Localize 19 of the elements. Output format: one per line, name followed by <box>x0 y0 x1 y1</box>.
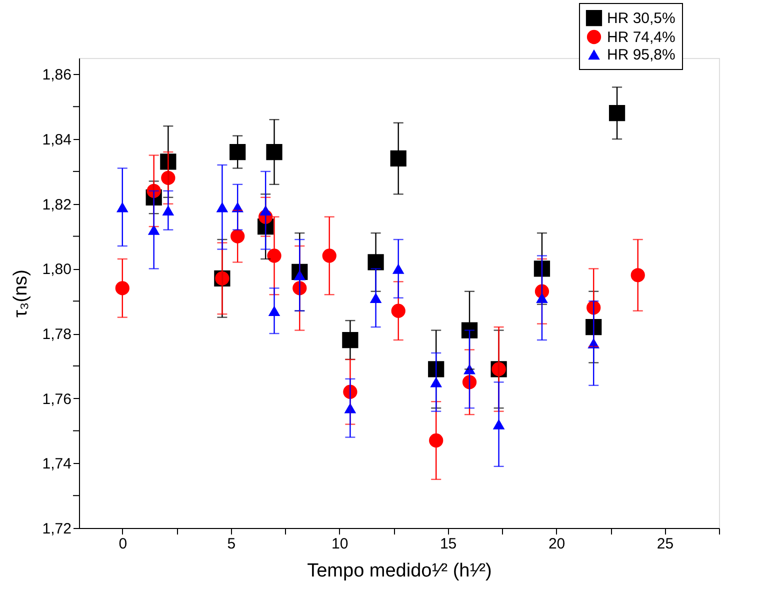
y-tick-label: 1,84 <box>42 132 72 149</box>
legend-label: HR 30,5% <box>607 10 676 27</box>
y-tick-label: 1,76 <box>42 390 72 408</box>
y-tick-label: 1,72 <box>42 520 72 538</box>
y-tick-label: 1,82 <box>42 196 72 214</box>
x-tick-label: 0 <box>118 536 128 552</box>
x-tick-label: 5 <box>227 536 236 552</box>
x-axis-title: Tempo medido¹⁄² (h¹⁄²) <box>307 560 492 582</box>
y-tick-label: 1,78 <box>42 326 72 344</box>
x-tick-label: 10 <box>331 536 348 552</box>
y-tick-label: 1,74 <box>42 456 72 473</box>
x-tick-label: 15 <box>440 536 457 552</box>
x-tick-label: 20 <box>548 536 566 552</box>
y-axis-title: τ₃(ns) <box>10 270 32 318</box>
legend-label: HR 74,4% <box>607 29 676 46</box>
y-tick-label: 1,86 <box>42 66 72 84</box>
legend-label: HR 95,8% <box>607 46 676 64</box>
y-tick-label: 1,80 <box>42 261 72 278</box>
x-tick-label: 25 <box>656 536 674 552</box>
